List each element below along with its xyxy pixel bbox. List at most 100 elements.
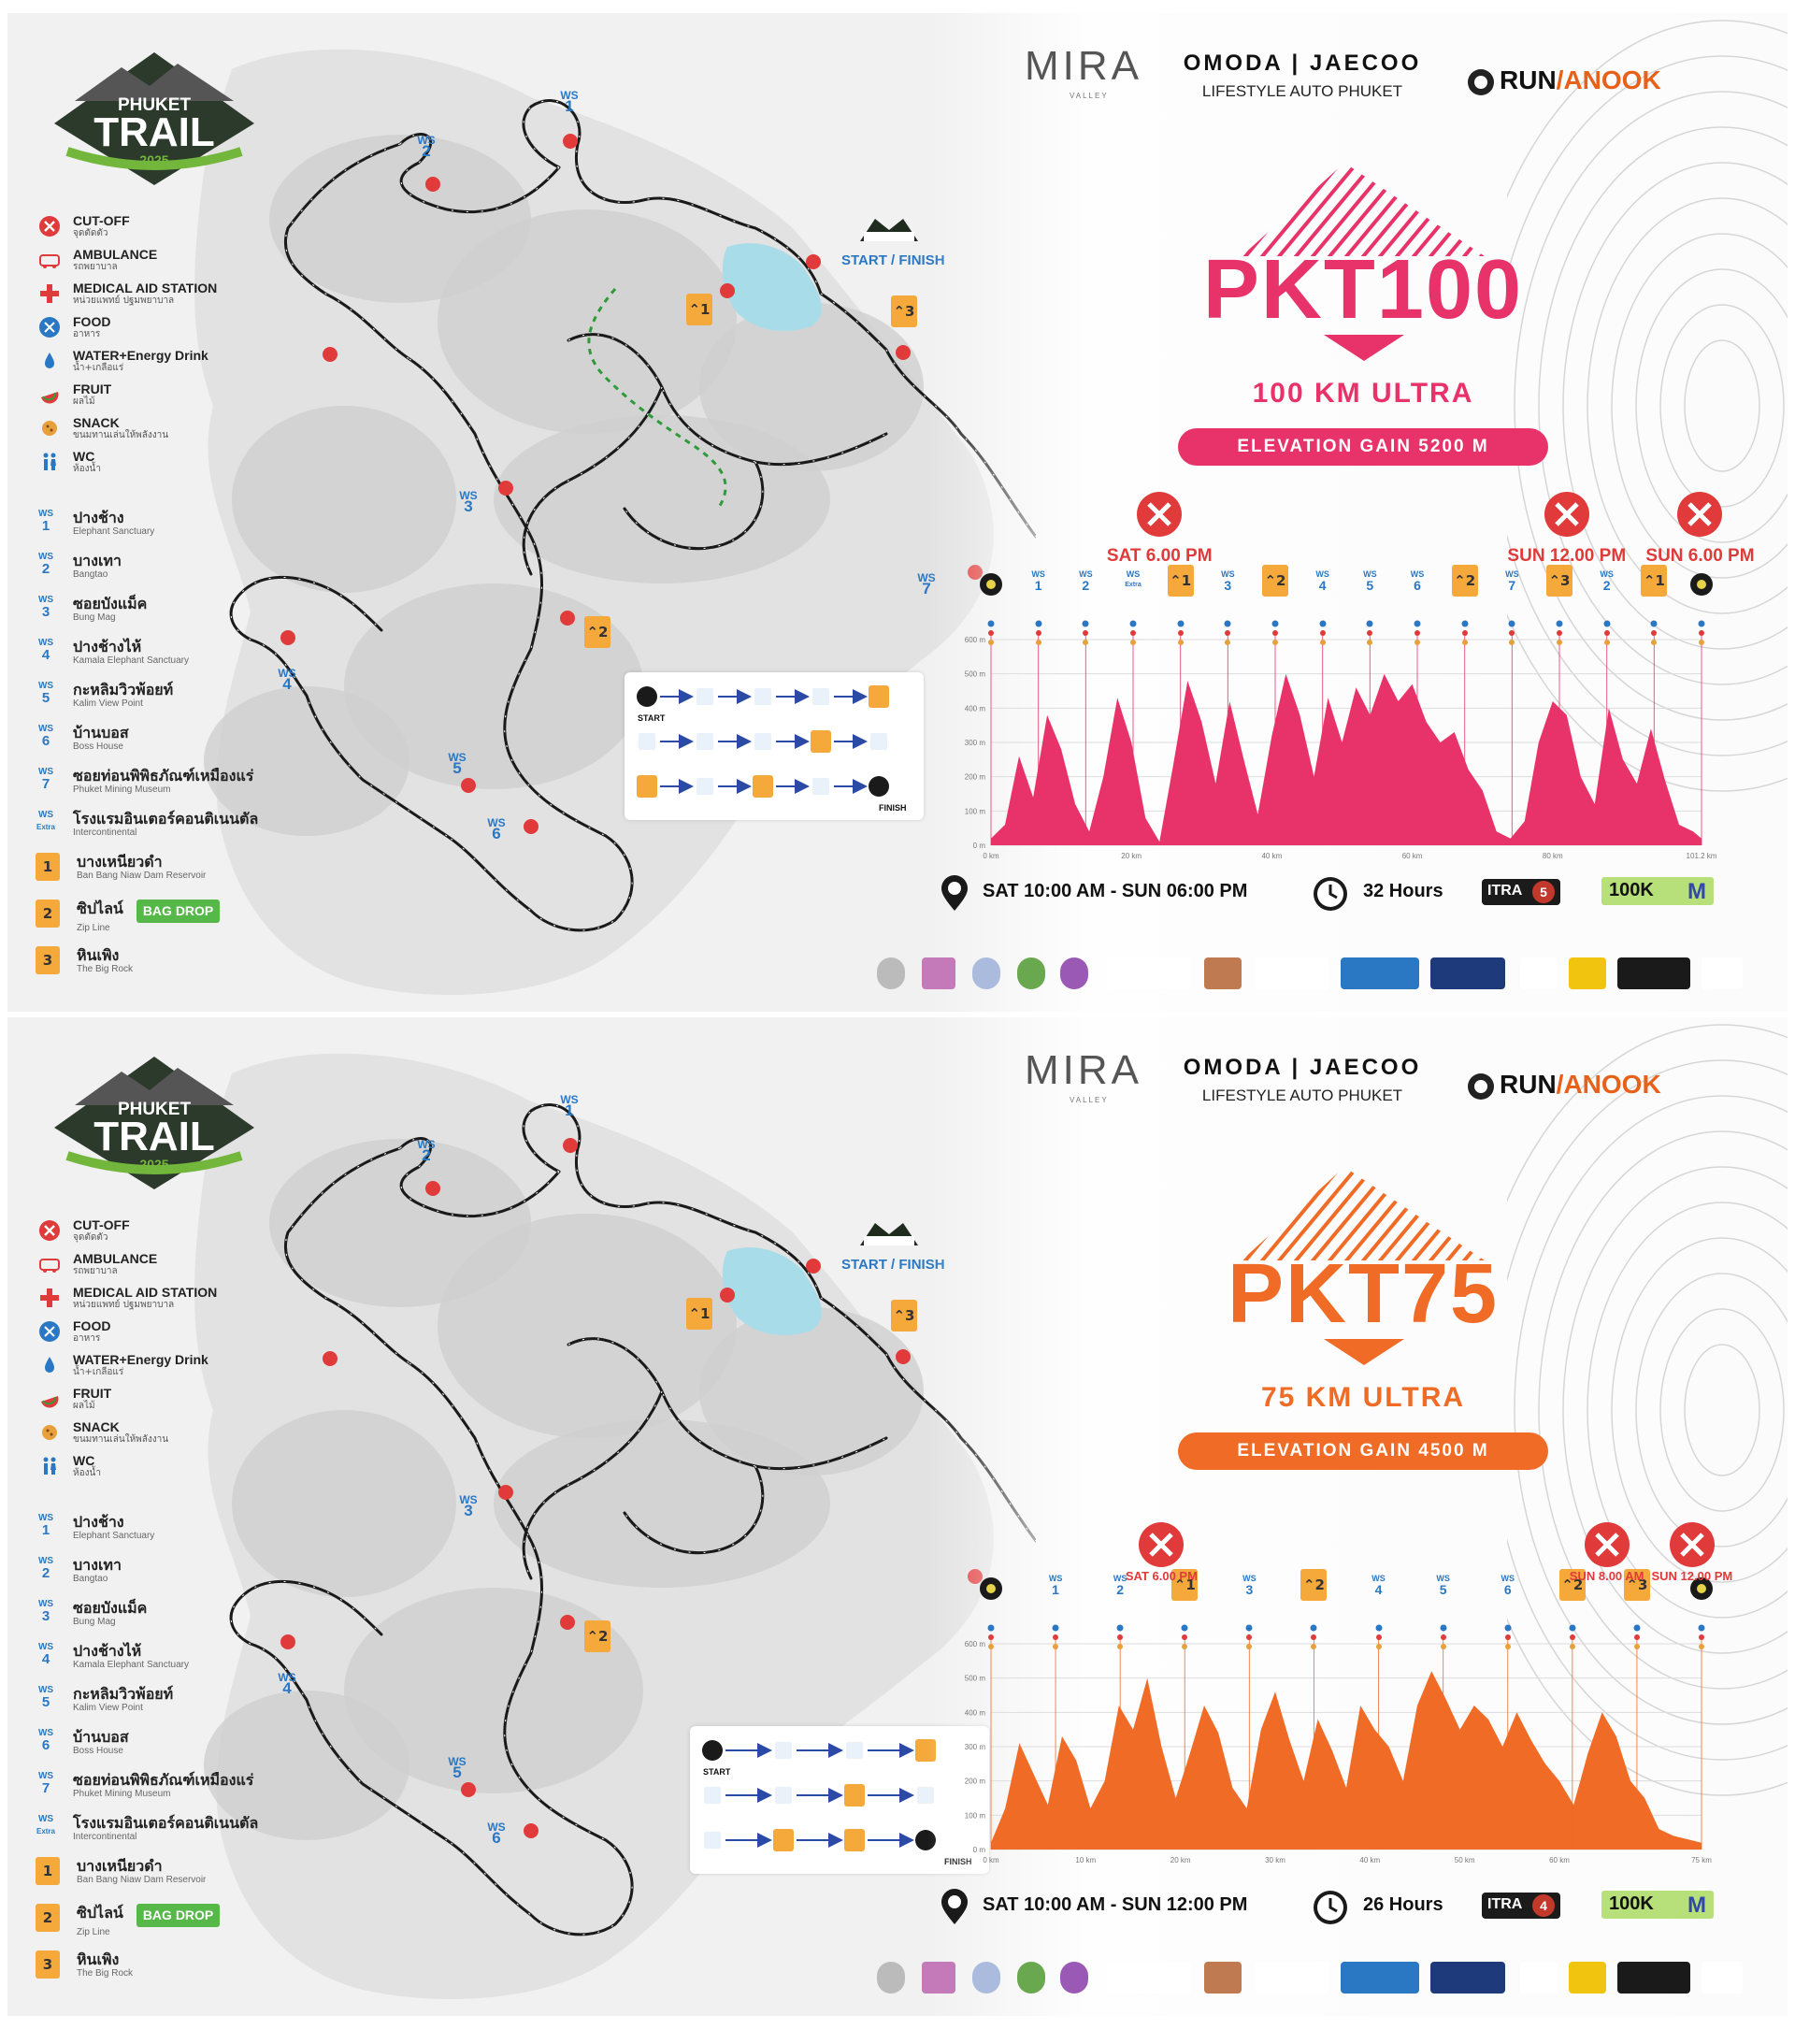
ws-name-en: Kamala Elephant Sanctuary — [73, 1660, 189, 1670]
y-tick-label: 300 m — [965, 1743, 986, 1751]
food-icon — [36, 315, 64, 339]
start-finish-label: START / FINISH — [841, 1257, 945, 1273]
profile-ws-badge: WS 4 — [1371, 1574, 1386, 1597]
x-tick-label: 30 km — [1265, 1856, 1285, 1864]
sponsor-logo — [1430, 1962, 1505, 1994]
sponsor-logo — [972, 957, 1000, 989]
profile-ws-badge: WS 6 — [1501, 1574, 1515, 1597]
profile-ws-badge: WS 6 — [1410, 569, 1425, 593]
map-checkpoint-3: ⌃3 — [891, 1300, 917, 1331]
svg-text:PHUKET: PHUKET — [118, 1100, 192, 1119]
ws-name-thai: บ้านบอส — [73, 724, 129, 741]
elevation-area — [991, 673, 1702, 845]
legend-label: AMBULANCE — [73, 1251, 158, 1266]
start-finish-label: START / FINISH — [841, 252, 945, 268]
flow-ws-icon — [812, 778, 829, 795]
clock-icon — [1314, 877, 1347, 911]
flow-node-icon — [869, 776, 889, 797]
sponsor-logo — [1341, 957, 1419, 989]
route-direction-marks — [230, 1104, 1036, 1936]
ws-name-en: Kalim View Point — [73, 698, 143, 709]
x-tick-label: 0 km — [983, 852, 999, 860]
flow-ws-icon — [704, 1787, 721, 1804]
omoda-jaecoo-logo: OMODA | JAECOO LIFESTYLE AUTO PHUKET — [1183, 50, 1422, 100]
y-tick-label: 500 m — [965, 670, 986, 679]
profile-ws-badge: WS 2 — [1079, 569, 1093, 593]
snack-icon — [36, 1420, 64, 1445]
flow-checkpoint-icon — [637, 775, 657, 798]
terrain-shade — [344, 583, 643, 789]
flow-ws-icon — [775, 1787, 792, 1804]
amenity-icons — [1508, 620, 1515, 645]
legend-item-food: FOOD อาหาร — [36, 1319, 269, 1353]
profile-ws-badge: WS 2 — [1600, 569, 1614, 593]
terrain-shade — [699, 303, 924, 471]
amenity-icons — [987, 620, 995, 645]
snack-icon — [36, 416, 64, 440]
ws-name-en: Phuket Mining Museum — [73, 1789, 171, 1799]
x-tick-label: 40 km — [1261, 852, 1282, 860]
runsanook-logo: RUN/ANOOK — [1466, 65, 1661, 97]
water-station-marker — [563, 134, 578, 149]
qualifier-badge: 100K M — [1601, 1891, 1714, 1919]
sponsor-logo — [1107, 1962, 1191, 1994]
legend-item-wc: WC ห้องน้ำ — [36, 1454, 269, 1488]
map-ws-label-3: WS 3 — [459, 489, 478, 515]
legend-item-fruit: FRUIT ผลไม้ — [36, 382, 269, 416]
water-station-marker — [524, 819, 538, 834]
water-station-marker — [806, 254, 821, 269]
legend-label-thai: น้ำ+เกลือแร่ — [73, 1367, 124, 1377]
cutoff-icon — [1139, 1522, 1185, 1567]
ws-name-thai: บางเทา — [73, 552, 122, 569]
terrain-shade — [699, 1307, 924, 1475]
legend-item-fruit: FRUIT ผลไม้ — [36, 1387, 269, 1420]
y-tick-label: 600 m — [965, 1640, 986, 1648]
amenity-icons — [1181, 1624, 1188, 1649]
terrain-shade — [232, 406, 456, 593]
topo-lines — [1507, 1024, 1788, 1796]
terrain-shade — [494, 1419, 830, 1588]
map-checkpoint-2: ⌃2 — [584, 1620, 610, 1652]
alternate-route-line — [587, 288, 727, 510]
legend-label-thai: จุดตัดตัว — [73, 1232, 108, 1243]
legend-label: WATER+Energy Drink — [73, 1352, 208, 1367]
legend-label: WATER+Energy Drink — [73, 348, 208, 363]
start-marker-icon — [980, 573, 1002, 596]
legend-label-thai: รถพยาบาล — [73, 1266, 118, 1276]
flow-checkpoint-icon — [844, 1829, 865, 1851]
ws-name-en: Kalim View Point — [73, 1703, 143, 1713]
amenity-icons — [1366, 620, 1373, 645]
x-tick-label: 20 km — [1170, 1856, 1191, 1864]
elevation-area — [991, 1671, 1702, 1850]
ws-badge-icon: WS 6 — [37, 1728, 54, 1753]
checkpoint-name-en: The Big Rock — [77, 1968, 134, 1979]
checkpoint-badge-icon: 1 — [36, 853, 60, 881]
water-station-marker — [560, 1615, 575, 1630]
ws-badge-icon: WS 2 — [37, 552, 54, 577]
amenity-icons — [1082, 620, 1089, 645]
map-ws-label-4: WS 4 — [278, 1671, 296, 1697]
y-tick-label: 200 m — [965, 773, 986, 782]
elevation-profile-chart: 0 m 100 m 200 m 300 m 400 m 500 m 600 m 0 km 20 … — [965, 630, 1717, 860]
y-tick-label: 200 m — [965, 1778, 986, 1786]
water-station-list: WS 1 ปางช้าง Elephant Sanctuary WS 2 บางเทา Ban… — [36, 509, 297, 993]
map-ws-label-2: WS 2 — [417, 1138, 436, 1164]
map-legend: CUT-OFF จุดตัดตัว AMBULANCE รถพยาบาล MEDICAL… — [36, 1218, 269, 1488]
ws-badge-icon: WS 1 — [37, 1513, 54, 1538]
flow-checkpoint-icon — [811, 730, 831, 753]
y-tick-label: 100 m — [965, 807, 986, 815]
legend-label-thai: รถพยาบาล — [73, 262, 118, 272]
flow-ws-icon — [812, 688, 829, 705]
ws-name-en: Boss House — [73, 1746, 123, 1756]
sponsor-logo — [1702, 1962, 1743, 1994]
reservoir-lake — [722, 243, 822, 331]
flow-start-label: START — [703, 1767, 731, 1777]
flow-ws-icon — [696, 733, 713, 750]
sponsor-logo — [877, 1962, 905, 1994]
omoda-jaecoo-logo: OMODA | JAECOO LIFESTYLE AUTO PHUKET — [1183, 1055, 1422, 1104]
flow-checkpoint-icon — [753, 775, 773, 798]
checkpoint-name-en: The Big Rock — [77, 964, 134, 974]
terrain-shade — [438, 1214, 737, 1438]
checkpoint-name-thai: หินเพิง — [77, 1950, 120, 1968]
ws-name-en: Phuket Mining Museum — [73, 784, 171, 795]
